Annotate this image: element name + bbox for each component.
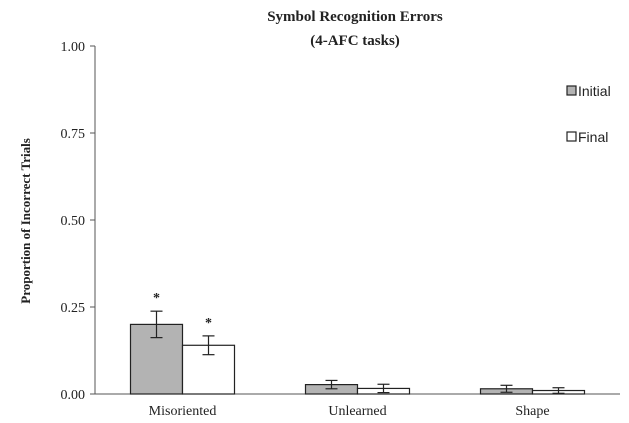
legend: Initial Final bbox=[566, 83, 611, 145]
y-tick-label: 0.00 bbox=[61, 388, 86, 403]
y-axis-label: Proportion of Incorrect Trials bbox=[18, 138, 33, 303]
x-ticks: Misoriented Unlearned Shape bbox=[149, 404, 550, 419]
y-tick-label: 0.25 bbox=[61, 301, 86, 316]
chart-title: Symbol Recognition Errors bbox=[267, 9, 443, 25]
significance-marker: * bbox=[153, 291, 160, 306]
significance-marker: * bbox=[205, 316, 212, 331]
legend-swatch-initial bbox=[566, 85, 577, 96]
x-tick-label: Misoriented bbox=[149, 404, 217, 419]
x-tick-label: Shape bbox=[515, 404, 549, 419]
y-tick-label: 1.00 bbox=[61, 40, 86, 55]
y-ticks: 0.00 0.25 0.50 0.75 1.00 bbox=[61, 40, 95, 403]
legend-label-final: Final bbox=[578, 129, 608, 145]
legend-label-initial: Initial bbox=[578, 83, 611, 99]
y-tick-label: 0.75 bbox=[61, 127, 86, 142]
annotations: ** bbox=[153, 291, 212, 331]
error-bars bbox=[150, 310, 565, 394]
bars bbox=[129, 323, 586, 395]
legend-swatch-final bbox=[566, 131, 577, 142]
chart-subtitle: (4-AFC tasks) bbox=[310, 33, 400, 49]
y-tick-label: 0.50 bbox=[61, 214, 86, 229]
x-tick-label: Unlearned bbox=[328, 404, 386, 419]
